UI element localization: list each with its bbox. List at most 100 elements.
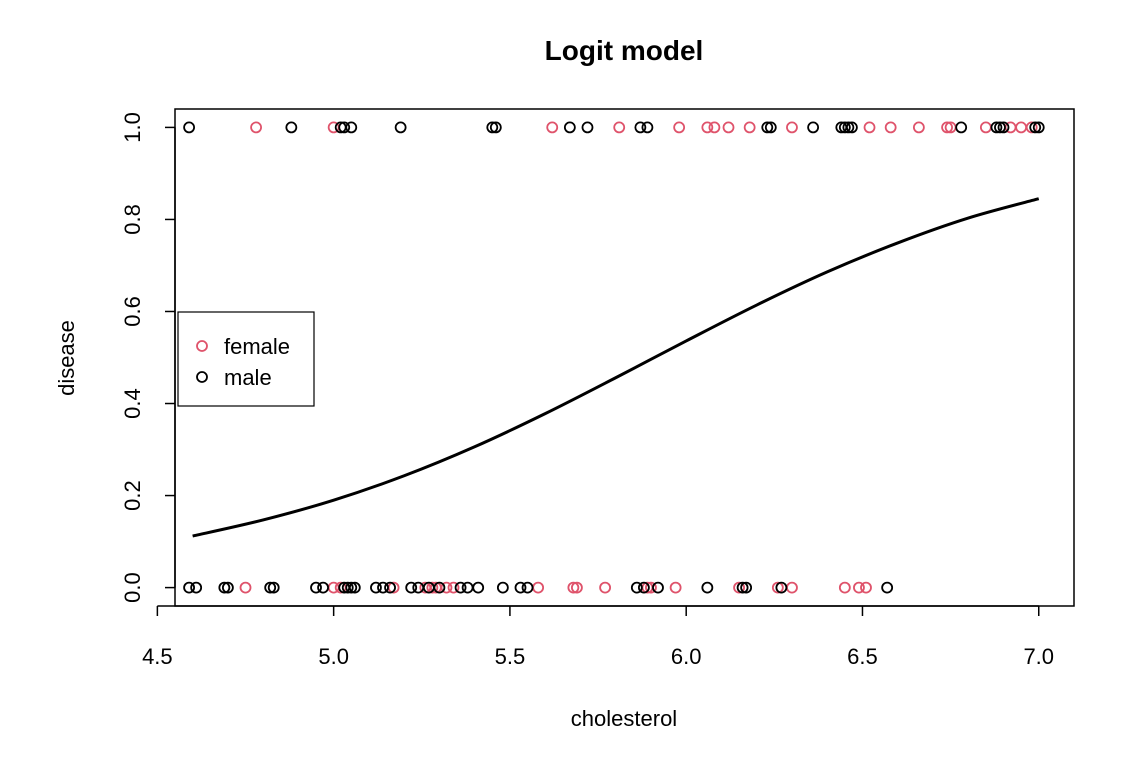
male-point xyxy=(433,581,446,594)
female-point xyxy=(546,121,559,134)
male-point xyxy=(701,581,714,594)
female-point xyxy=(669,581,682,594)
male-point xyxy=(761,121,774,134)
male-point xyxy=(838,121,851,134)
male-point xyxy=(394,121,407,134)
x-tick-label: 6.5 xyxy=(847,644,878,669)
legend-box xyxy=(177,311,315,407)
female-point xyxy=(250,121,262,134)
chart-title: Logit model xyxy=(545,35,704,66)
male-point xyxy=(190,581,203,594)
female-point xyxy=(853,581,865,594)
female-point xyxy=(941,121,953,134)
x-tick-label: 5.0 xyxy=(318,644,349,669)
legend-female-marker xyxy=(196,340,208,352)
female-point xyxy=(1025,121,1038,134)
female-point xyxy=(771,581,784,594)
female-point xyxy=(567,581,580,594)
female-point xyxy=(884,121,897,134)
male-point xyxy=(341,581,354,594)
y-tick-label: 0.2 xyxy=(120,480,145,511)
male-point xyxy=(994,121,1006,134)
female-point xyxy=(743,121,756,134)
female-point xyxy=(912,121,925,134)
male-point xyxy=(637,581,650,594)
x-tick-label: 6.0 xyxy=(671,644,702,669)
male-point xyxy=(955,121,968,134)
female-point xyxy=(1015,121,1028,134)
data-points xyxy=(183,121,1045,594)
male-point xyxy=(486,121,499,134)
male-point xyxy=(267,581,280,594)
female-point xyxy=(599,581,612,594)
female-point xyxy=(613,121,626,134)
male-point xyxy=(775,581,788,594)
female-point xyxy=(860,581,872,594)
female-point xyxy=(701,121,714,134)
male-point xyxy=(221,581,234,594)
male-point xyxy=(285,121,298,134)
male-point xyxy=(997,121,1010,134)
male-point xyxy=(310,581,322,594)
male-point xyxy=(845,121,858,134)
male-point xyxy=(405,581,418,594)
x-axis-label: cholesterol xyxy=(571,706,677,731)
female-point xyxy=(708,121,721,134)
male-point xyxy=(630,581,643,594)
legend-male-label: male xyxy=(224,365,272,390)
female-point xyxy=(440,581,453,594)
y-axis: 0.0 0.2 0.4 0.6 0.8 1.0 xyxy=(120,112,176,603)
y-tick-label: 0.4 xyxy=(120,388,145,419)
male-point xyxy=(736,581,749,594)
male-point xyxy=(807,121,820,134)
male-point xyxy=(377,581,389,594)
male-point xyxy=(496,581,509,594)
female-point xyxy=(532,581,545,594)
male-point xyxy=(384,581,396,594)
female-point xyxy=(863,121,876,134)
legend-male-marker xyxy=(196,371,208,383)
y-tick-label: 0.8 xyxy=(120,204,145,235)
female-point xyxy=(838,581,851,594)
y-axis-label: disease xyxy=(54,320,79,396)
male-point xyxy=(472,581,485,594)
legend: female male xyxy=(177,311,315,407)
x-tick-label: 7.0 xyxy=(1023,644,1054,669)
male-point xyxy=(563,121,576,134)
male-point xyxy=(264,581,277,594)
male-point xyxy=(514,581,527,594)
female-point xyxy=(722,121,735,134)
male-point xyxy=(370,581,382,594)
male-point xyxy=(634,121,647,134)
male-point xyxy=(1029,121,1042,134)
y-tick-label: 0.0 xyxy=(120,572,145,603)
female-point xyxy=(447,581,460,594)
logit-curve xyxy=(192,197,1040,538)
male-point xyxy=(521,581,534,594)
y-tick-label: 0.6 xyxy=(120,296,145,327)
x-tick-label: 5.5 xyxy=(495,644,526,669)
female-point xyxy=(239,581,252,594)
male-point xyxy=(183,581,196,594)
female-point xyxy=(786,121,798,134)
male-point xyxy=(881,581,894,594)
female-point xyxy=(645,581,657,594)
male-point xyxy=(348,581,361,594)
x-tick-label: 4.5 xyxy=(142,644,173,669)
male-point xyxy=(461,581,474,594)
male-point xyxy=(218,581,231,594)
male-point xyxy=(581,121,594,134)
female-point xyxy=(979,121,992,134)
male-point xyxy=(345,121,358,134)
male-point xyxy=(990,121,1003,134)
male-point xyxy=(764,121,777,134)
female-point xyxy=(673,121,686,134)
female-point xyxy=(786,581,798,594)
male-point xyxy=(740,581,753,594)
male-point xyxy=(454,581,467,594)
male-point xyxy=(345,581,358,594)
male-point xyxy=(183,121,196,134)
male-point xyxy=(842,121,855,134)
male-point xyxy=(489,121,502,134)
